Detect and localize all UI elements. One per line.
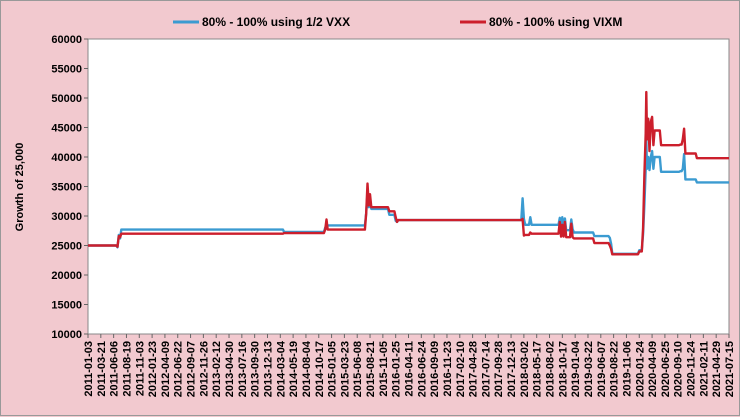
plot-area <box>87 38 730 335</box>
y-axis: 10000 15000 20000 25000 30000 35000 40000 45000… <box>51 34 88 341</box>
x-tick-label: 2015-03-23 <box>339 341 351 397</box>
x-tick-label: 2014-10-17 <box>314 341 326 397</box>
x-tick-label: 2014-05-19 <box>288 341 300 397</box>
x-tick-label: 2017-12-13 <box>506 341 518 397</box>
x-tick-label: 2013-04-30 <box>224 341 236 397</box>
x-tick-label: 2017-07-14 <box>480 340 492 397</box>
y-tick-label: 40000 <box>51 152 82 164</box>
x-tick-label: 2018-05-17 <box>532 341 544 397</box>
x-tick-label: 2011-01-03 <box>83 341 95 397</box>
x-tick-label: 2016-09-09 <box>429 341 441 397</box>
x-tick-label: 2016-11-23 <box>442 341 454 397</box>
x-tick-label: 2020-06-25 <box>660 341 672 397</box>
y-tick-label: 55000 <box>51 64 82 76</box>
x-tick-label: 2021-02-11 <box>698 341 710 397</box>
y-tick-label: 25000 <box>51 241 82 253</box>
series-line-vixm <box>88 90 729 256</box>
x-axis: 2011-01-03 2011-03-21 2011-06-06 2011-08-19… <box>83 334 736 397</box>
x-tick-label: 2015-11-05 <box>378 341 390 397</box>
series-layer <box>88 90 729 256</box>
x-tick-label: 2019-08-22 <box>609 341 621 397</box>
x-tick-label: 2018-03-02 <box>519 341 531 397</box>
x-tick-label: 2011-03-21 <box>96 341 108 397</box>
legend-label-vxx: 80% - 100% using 1/2 VXX <box>202 15 350 29</box>
y-tick-label: 35000 <box>51 182 82 194</box>
y-tick-label: 30000 <box>51 211 82 223</box>
x-tick-label: 2015-06-08 <box>352 341 364 397</box>
y-tick-label: 10000 <box>51 329 82 341</box>
y-tick-label: 45000 <box>51 123 82 135</box>
x-tick-label: 2020-11-24 <box>686 340 698 397</box>
legend-label-vixm: 80% - 100% using VIXM <box>489 15 622 29</box>
x-tick-label: 2020-04-09 <box>647 341 659 397</box>
y-tick-label: 15000 <box>51 300 82 312</box>
legend: 80% - 100% using 1/2 VXX 80% - 100% usin… <box>173 15 622 29</box>
y-axis-title: Growth of 25,000 <box>14 143 26 232</box>
x-tick-label: 2013-12-13 <box>262 341 274 397</box>
x-tick-label: 2012-06-22 <box>173 341 185 397</box>
x-tick-label: 2012-04-09 <box>160 341 172 397</box>
x-tick-label: 2019-06-07 <box>596 341 608 397</box>
x-tick-label: 2021-04-29 <box>711 341 723 397</box>
x-tick-label: 2013-02-12 <box>211 341 223 397</box>
x-tick-label: 2017-09-28 <box>493 341 505 397</box>
x-tick-label: 2012-09-07 <box>186 341 198 397</box>
x-tick-label: 2016-06-24 <box>416 340 428 397</box>
x-tick-label: 2013-07-16 <box>237 341 249 397</box>
x-tick-label: 2018-08-02 <box>545 341 557 397</box>
x-tick-label: 2014-08-04 <box>301 340 313 397</box>
x-tick-label: 2017-02-10 <box>455 341 467 397</box>
y-tick-label: 50000 <box>51 93 82 105</box>
x-tick-label: 2021-07-15 <box>724 341 736 397</box>
x-tick-label: 2011-11-03 <box>134 341 146 396</box>
x-tick-label: 2020-09-10 <box>673 341 685 397</box>
y-tick-label: 20000 <box>51 270 82 282</box>
x-tick-label: 2011-08-19 <box>121 341 133 397</box>
x-tick-label: 2020-01-24 <box>634 340 646 397</box>
x-tick-label: 2019-03-22 <box>583 341 595 397</box>
x-tick-label: 2013-09-30 <box>250 341 262 397</box>
x-tick-label: 2019-11-06 <box>621 341 633 397</box>
x-tick-label: 2012-11-26 <box>198 341 210 397</box>
x-tick-label: 2015-08-21 <box>365 341 377 397</box>
x-tick-label: 2011-06-06 <box>109 341 121 397</box>
x-tick-label: 2018-10-17 <box>557 341 569 397</box>
x-tick-label: 2019-01-04 <box>570 340 582 397</box>
x-tick-label: 2014-03-04 <box>275 340 287 397</box>
y-tick-label: 60000 <box>51 34 82 46</box>
x-tick-label: 2015-01-05 <box>327 341 339 397</box>
x-tick-label: 2017-04-28 <box>468 341 480 397</box>
x-tick-label: 2016-01-25 <box>391 341 403 397</box>
x-tick-label: 2012-01-23 <box>147 341 159 397</box>
x-tick-label: 2016-04-11 <box>404 341 416 397</box>
